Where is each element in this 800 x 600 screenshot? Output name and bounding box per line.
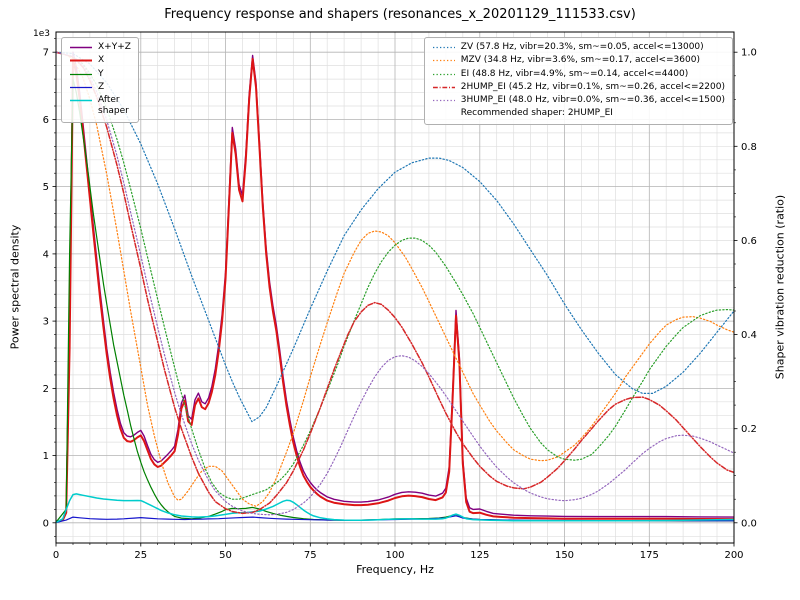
svg-text:50: 50 — [219, 550, 232, 561]
series-ZV — [56, 51, 734, 423]
svg-text:5: 5 — [43, 182, 49, 193]
legend-line-sample — [70, 73, 92, 75]
legend-line-sample — [432, 99, 455, 102]
psd-legend: X+Y+Z X Y Z After shaper — [61, 37, 139, 123]
legend-item-ZV: ZV (57.8 Hz, vibr=20.3%, sm~=0.05, accel… — [432, 42, 725, 53]
svg-text:125: 125 — [470, 550, 489, 561]
svg-text:4: 4 — [43, 249, 49, 260]
svg-text:6: 6 — [43, 115, 49, 126]
shaper-legend: ZV (57.8 Hz, vibr=20.3%, sm~=0.05, accel… — [423, 37, 733, 125]
right-axis-label: Shaper vibration reduction (ratio) — [773, 194, 787, 380]
legend-item-z: Z — [69, 82, 131, 93]
legend-line-sample — [432, 46, 455, 49]
left-axis-label: Power spectral density — [8, 224, 22, 350]
svg-text:0: 0 — [53, 550, 59, 561]
svg-text:200: 200 — [724, 550, 743, 561]
legend-item-3HUMP_EI: 3HUMP_EI (48.0 Hz, vibr=0.0%, sm~=0.36, … — [432, 95, 725, 106]
legend-line-sample — [70, 86, 92, 88]
legend-item-after-shaper: After shaper — [69, 95, 131, 118]
svg-text:100: 100 — [385, 550, 404, 561]
svg-text:1: 1 — [43, 451, 49, 462]
legend-line-sample — [432, 86, 455, 88]
legend-line-sample — [432, 60, 455, 62]
legend-line-sample — [70, 59, 92, 62]
series-3HUMP_EI — [56, 51, 734, 516]
axis-offset-label: 1e3 — [33, 29, 50, 39]
svg-text:0: 0 — [43, 518, 49, 529]
svg-text:25: 25 — [134, 550, 147, 561]
series-x — [56, 57, 734, 524]
svg-text:2: 2 — [43, 384, 49, 395]
legend-line-sample — [70, 99, 92, 102]
svg-text:7: 7 — [43, 48, 49, 59]
svg-text:0.2: 0.2 — [741, 424, 757, 435]
svg-text:0.6: 0.6 — [741, 236, 757, 247]
svg-text:0.0: 0.0 — [741, 518, 757, 529]
legend-item-y: Y — [69, 69, 131, 80]
chart-title: Frequency response and shapers (resonanc… — [164, 7, 636, 22]
svg-text:75: 75 — [304, 550, 317, 561]
svg-text:3: 3 — [43, 317, 49, 328]
legend-item-EI: EI (48.8 Hz, vibr=4.9%, sm~=0.14, accel<… — [432, 69, 725, 80]
x-axis-label: Frequency, Hz — [356, 563, 434, 576]
legend-line-sample — [432, 73, 455, 75]
series-EI — [56, 51, 734, 500]
series-2HUMP_EI — [56, 51, 734, 515]
svg-text:150: 150 — [555, 550, 574, 561]
legend-note: Recommended shaper: 2HUMP_EI — [460, 108, 613, 119]
legend-line-sample — [70, 46, 92, 49]
svg-text:175: 175 — [640, 550, 659, 561]
legend-item-2HUMP_EI: 2HUMP_EI (45.2 Hz, vibr=0.1%, sm~=0.26, … — [432, 82, 725, 93]
legend-item-MZV: MZV (34.8 Hz, vibr=3.6%, sm~=0.17, accel… — [432, 55, 725, 66]
legend-item-xyz: X+Y+Z — [69, 42, 131, 53]
series-MZV — [56, 51, 734, 507]
svg-text:0.8: 0.8 — [741, 142, 757, 153]
svg-text:0.4: 0.4 — [741, 330, 757, 341]
legend-item-x: X — [69, 55, 131, 66]
svg-text:1.0: 1.0 — [741, 48, 757, 59]
